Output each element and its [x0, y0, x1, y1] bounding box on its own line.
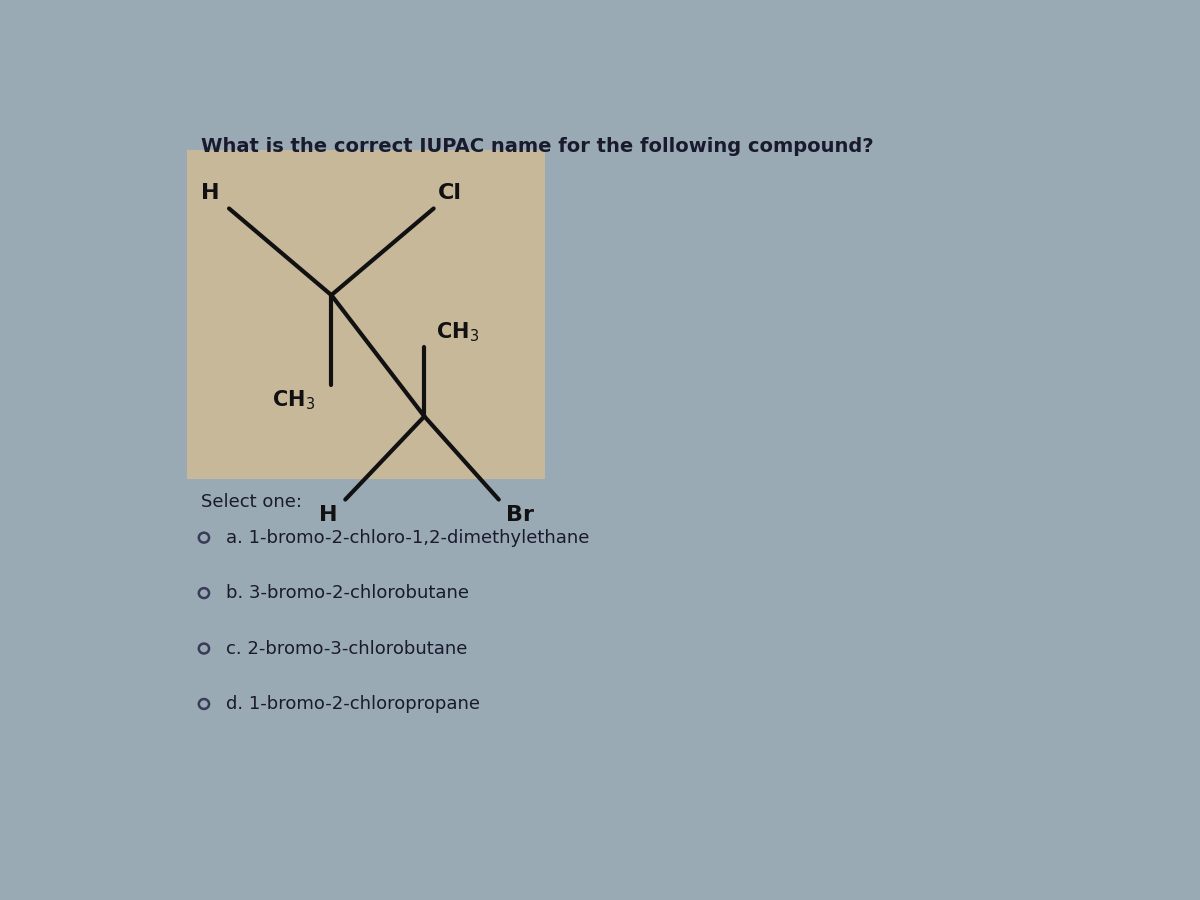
Text: a. 1-bromo-2-chloro-1,2-dimethylethane: a. 1-bromo-2-chloro-1,2-dimethylethane [227, 528, 589, 546]
Text: CH$_3$: CH$_3$ [271, 389, 314, 412]
Text: H: H [202, 183, 220, 202]
Text: c. 2-bromo-3-chlorobutane: c. 2-bromo-3-chlorobutane [227, 640, 468, 658]
Text: b. 3-bromo-2-chlorobutane: b. 3-bromo-2-chlorobutane [227, 584, 469, 602]
Text: What is the correct IUPAC name for the following compound?: What is the correct IUPAC name for the f… [202, 137, 874, 156]
Bar [187, 149, 545, 479]
Text: H: H [319, 505, 338, 525]
Text: Select one:: Select one: [202, 492, 302, 510]
Text: Cl: Cl [438, 183, 462, 202]
Text: CH$_3$: CH$_3$ [436, 320, 479, 344]
Text: d. 1-bromo-2-chloropropane: d. 1-bromo-2-chloropropane [227, 695, 480, 713]
Text: Br: Br [506, 505, 534, 525]
